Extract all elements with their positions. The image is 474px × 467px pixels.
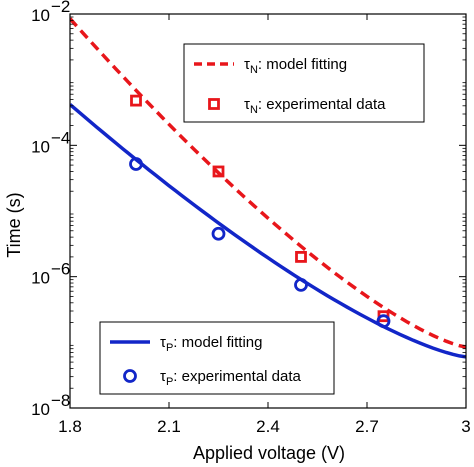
data-point bbox=[211, 226, 226, 241]
y-tick-exponent: −6 bbox=[51, 260, 70, 279]
data-point bbox=[212, 165, 225, 178]
legend-square-marker bbox=[208, 98, 220, 110]
y-tick-label: 10 bbox=[31, 137, 50, 156]
legend-layer: τN: model fitting τN: experimental data τP… bbox=[99, 43, 425, 395]
legend-entry-label: τN: model fitting bbox=[244, 56, 347, 76]
legend-circle-marker bbox=[123, 369, 137, 383]
x-tick-label: 2.7 bbox=[355, 417, 379, 436]
x-tick-label: 2.1 bbox=[157, 417, 181, 436]
series-0 bbox=[70, 17, 466, 349]
x-axis-label: Applied voltage (V) bbox=[193, 443, 345, 463]
data-point bbox=[130, 94, 142, 107]
y-tick-exponent: −2 bbox=[51, 0, 70, 16]
y-axis-label: Time (s) bbox=[4, 192, 24, 257]
data-point bbox=[376, 314, 391, 329]
series-layer bbox=[70, 17, 466, 359]
legend-box bbox=[99, 321, 335, 395]
legend-entry-label: τP: model fitting bbox=[160, 334, 263, 354]
y-tick-exponent: −4 bbox=[51, 128, 70, 147]
data-point bbox=[129, 157, 143, 171]
data-point bbox=[295, 250, 307, 263]
axes-layer: 1.8 2.1 2.4 2.7 310−810−610−410−2 bbox=[31, 0, 471, 436]
series-1 bbox=[130, 94, 390, 323]
data-point bbox=[294, 277, 308, 292]
legend-box bbox=[183, 43, 425, 123]
y-tick-exponent: −8 bbox=[51, 391, 70, 410]
y-tick-label: 10 bbox=[31, 269, 50, 288]
y-tick-label: 10 bbox=[31, 6, 50, 25]
x-tick-label: 3 bbox=[461, 417, 470, 436]
x-tick-label: 2.4 bbox=[256, 417, 280, 436]
legend-entry-label: τN: experimental data bbox=[244, 96, 386, 116]
legend-bottom-left: τP: model fitting τP: experimental data bbox=[99, 321, 335, 395]
legend-entry-label: τP: experimental data bbox=[160, 368, 302, 388]
series-3 bbox=[129, 157, 391, 329]
series-line-0 bbox=[70, 17, 466, 349]
y-tick-label: 10 bbox=[31, 400, 50, 419]
x-tick-label: 1.8 bbox=[58, 417, 82, 436]
legend-top-right: τN: model fitting τN: experimental data bbox=[183, 43, 425, 123]
